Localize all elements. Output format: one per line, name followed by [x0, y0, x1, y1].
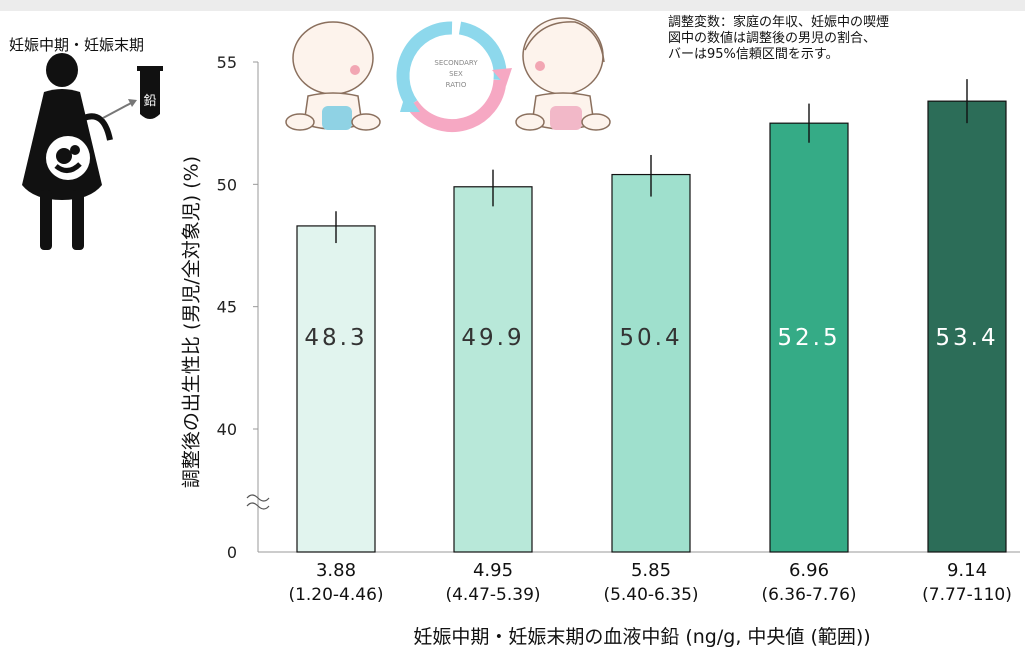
bar [296, 225, 376, 553]
y-tick-label: 55 [217, 53, 237, 72]
x-tick-range: (5.40-6.35) [603, 585, 698, 605]
y-tick-label: 40 [217, 420, 237, 439]
note-line-3: バーは95%信頼区間を示す。 [668, 47, 839, 62]
note-line-1: 調整変数：家庭の年収、妊娠中の喫煙 [668, 15, 890, 30]
x-tick-median: 9.14 [947, 560, 987, 581]
bar-value-label: 48.3 [304, 325, 367, 351]
x-tick-median: 3.88 [316, 560, 356, 581]
x-tick-range: (7.77-110) [922, 585, 1012, 605]
bar [453, 186, 533, 553]
tube-label: 鉛 [143, 94, 156, 109]
logo-text-ratio: RATIO [446, 81, 467, 89]
x-tick-median: 6.96 [789, 560, 829, 581]
blood-tube-icon: 鉛 [137, 66, 163, 119]
pregnancy-period-label: 妊娠中期・妊娠末期 [9, 36, 145, 54]
bar [611, 173, 691, 553]
x-tick-range: (4.47-5.39) [445, 585, 540, 605]
bar [927, 100, 1007, 553]
bar-value-label: 50.4 [619, 325, 682, 351]
y-tick-label: 50 [217, 175, 237, 194]
pregnant-woman-icon [22, 53, 113, 250]
y-tick-label: 0 [227, 543, 237, 562]
bar-value-label: 53.4 [935, 325, 998, 351]
top-band [0, 0, 1025, 11]
logo-text-secondary: SECONDARY [434, 59, 478, 67]
x-axis-ticks: 3.88 (1.20-4.46) 4.95 (4.47-5.39) 5.85 (5.40-… [288, 560, 1011, 605]
baby-girl-illustration [515, 17, 611, 131]
bars: 48.3 49.9 50.4 52.5 53.4 [296, 79, 1007, 553]
x-tick-median: 5.85 [631, 560, 671, 581]
axis-break-mark [246, 494, 270, 510]
y-tick-label: 45 [217, 298, 237, 317]
bar-value-label: 49.9 [461, 325, 524, 351]
tube-arrowhead [128, 99, 137, 107]
x-tick-median: 4.95 [473, 560, 513, 581]
note-line-2: 図中の数値は調整後の男児の割合、 [668, 31, 877, 46]
adjustment-note: 調整変数：家庭の年収、妊娠中の喫煙 図中の数値は調整後の男児の割合、 バーは95… [668, 15, 889, 63]
x-tick-range: (6.36-7.76) [761, 585, 856, 605]
x-tick-range: (1.20-4.46) [288, 585, 383, 605]
baby-boy-illustration [285, 21, 381, 131]
x-axis-title: 妊娠中期・妊娠末期の血液中鉛 (ng/g, 中央値 (範囲)) [413, 626, 871, 648]
secondary-sex-ratio-logo: SECONDARY SEX RATIO [396, 21, 512, 133]
logo-text-sex: SEX [449, 70, 463, 78]
y-axis-ticks: 55 50 45 40 0 [217, 53, 258, 562]
bar-value-label: 52.5 [777, 325, 840, 351]
tube-arrow [102, 101, 134, 119]
